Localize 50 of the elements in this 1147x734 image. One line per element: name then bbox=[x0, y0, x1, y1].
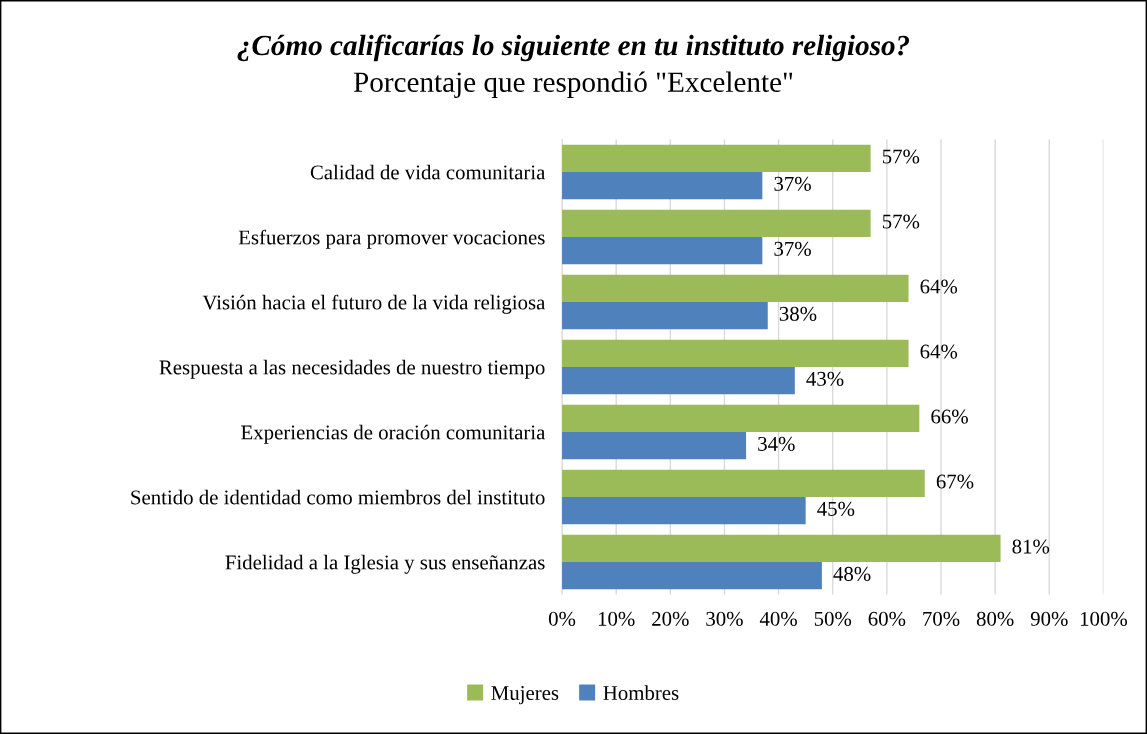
data-label: 64% bbox=[920, 279, 958, 294]
bar bbox=[562, 534, 1001, 563]
x-tick-label: 100% bbox=[1080, 611, 1128, 626]
y-tick-label: Visión hacia el futuro de la vida religiosa bbox=[202, 294, 546, 314]
x-tick-label: 50% bbox=[814, 611, 852, 626]
x-tick-label: 20% bbox=[652, 611, 689, 626]
x-tick-label: 80% bbox=[976, 611, 1014, 626]
data-label: 57% bbox=[882, 214, 920, 229]
bar bbox=[562, 144, 871, 172]
x-tick-label: 60% bbox=[868, 611, 906, 626]
bar bbox=[562, 404, 920, 433]
data-label: 45% bbox=[817, 501, 855, 516]
data-label: 64% bbox=[920, 344, 958, 359]
x-tick-label: 0% bbox=[548, 611, 576, 626]
bar bbox=[562, 469, 925, 498]
bar bbox=[562, 236, 763, 265]
x-tick-label: 10% bbox=[598, 611, 635, 626]
data-label: 34% bbox=[758, 436, 795, 451]
bar bbox=[562, 562, 822, 590]
chart-subtitle: Porcentaje que respondió "Excelente" bbox=[353, 71, 793, 98]
bar bbox=[562, 432, 747, 460]
bar bbox=[562, 301, 768, 330]
chart-title: ¿Cómo calificarías lo siguiente en tu instituto religioso? bbox=[237, 34, 910, 62]
bar bbox=[562, 497, 806, 525]
data-label: 48% bbox=[833, 566, 871, 581]
x-tick-label: 40% bbox=[759, 611, 797, 626]
data-label: 38% bbox=[779, 306, 817, 321]
y-tick-label: Esfuerzos para promover vocaciones bbox=[238, 229, 545, 249]
data-label: 81% bbox=[1012, 539, 1050, 554]
data-label: 66% bbox=[931, 409, 968, 424]
data-label: 67% bbox=[936, 474, 974, 489]
y-tick-label: Calidad de vida comunitaria bbox=[310, 164, 546, 180]
y-tick-label: Sentido de identidad como miembros del instituto bbox=[131, 489, 545, 505]
x-tick-label: 30% bbox=[706, 611, 743, 626]
x-tick-label: 90% bbox=[1030, 611, 1068, 626]
bar bbox=[562, 171, 763, 200]
data-label: 57% bbox=[882, 149, 920, 164]
bar bbox=[562, 209, 871, 237]
y-tick-label: Experiencias de oración comunitaria bbox=[241, 424, 546, 444]
y-tick-label: Fidelidad a la Iglesia y sus enseñanzas bbox=[225, 554, 545, 574]
y-tick-label: Respuesta a las necesidades de nuestro tiempo bbox=[159, 359, 545, 379]
x-tick-label: 70% bbox=[923, 611, 960, 626]
data-label: 37% bbox=[774, 241, 811, 256]
bar bbox=[562, 339, 909, 367]
legend-label: Hombres bbox=[603, 685, 679, 701]
data-label: 43% bbox=[806, 371, 844, 386]
data-label: 37% bbox=[774, 176, 811, 191]
bar bbox=[562, 274, 909, 302]
legend-label: Mujeres bbox=[491, 686, 559, 705]
bar bbox=[562, 367, 795, 395]
